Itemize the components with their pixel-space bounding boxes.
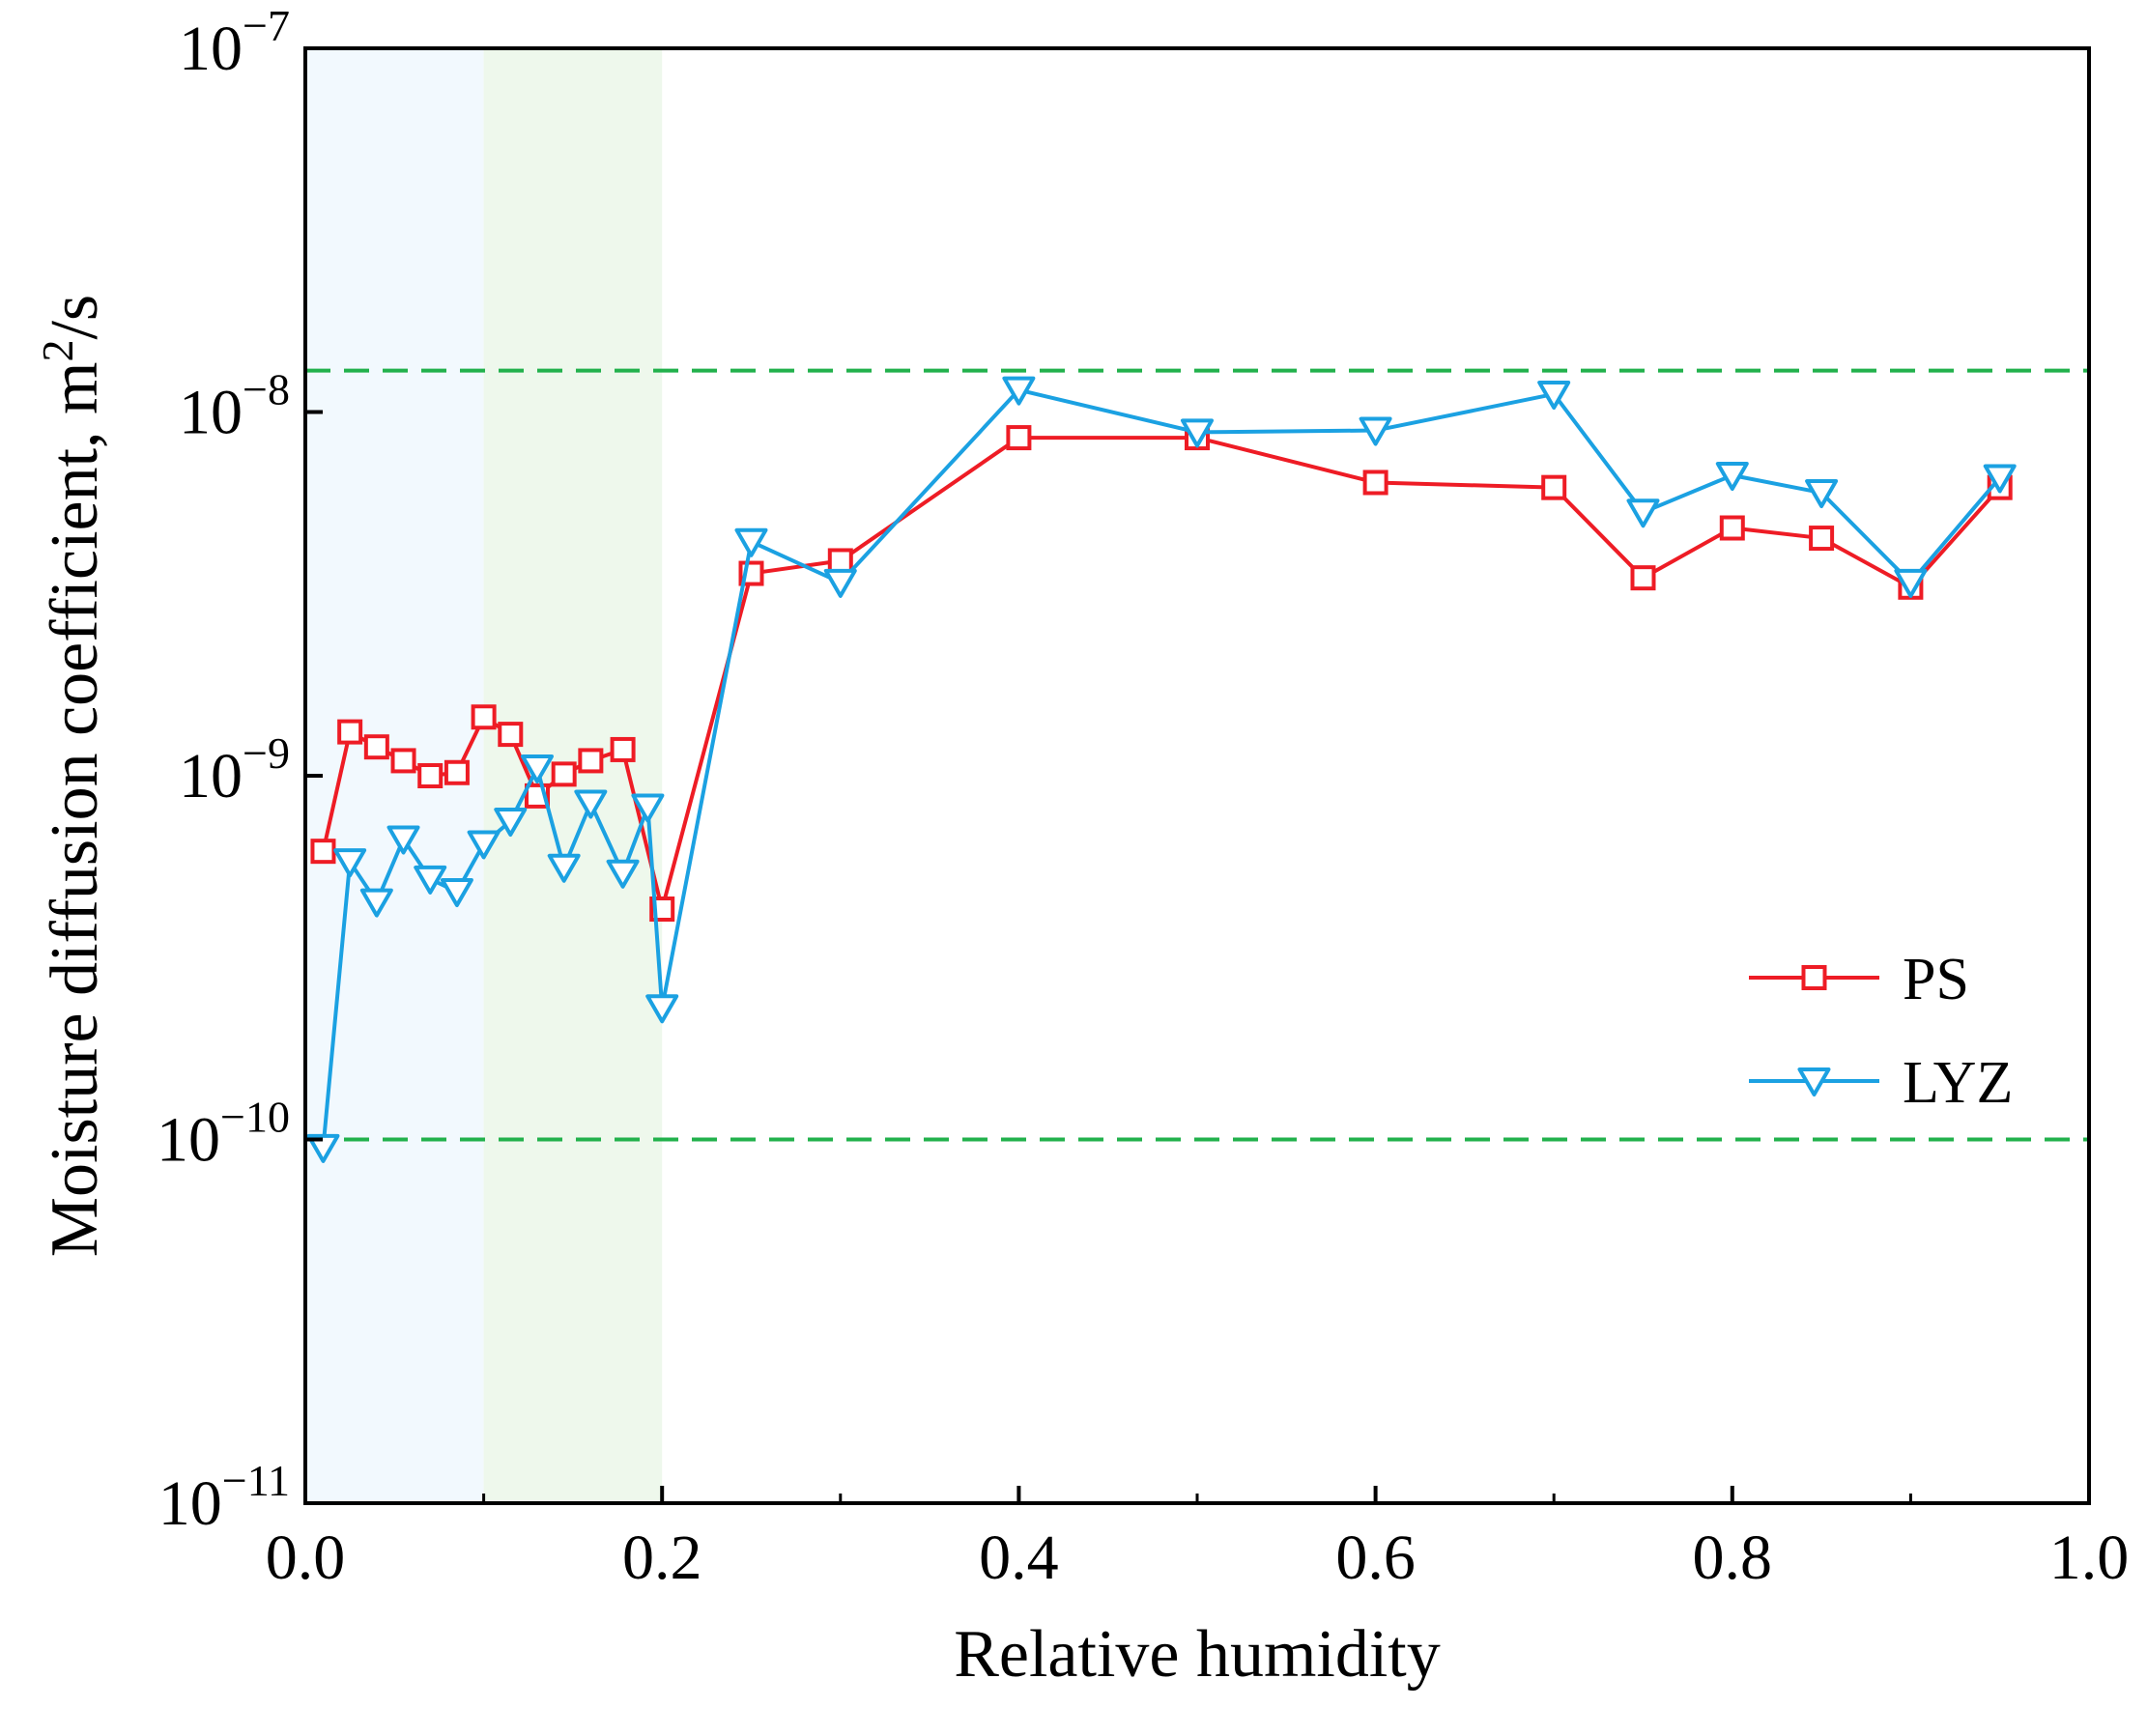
series-layer — [306, 376, 2017, 1163]
data-point-ps — [417, 763, 444, 788]
shaded-regions — [305, 48, 663, 1503]
y-axis-title-main: Moisture diffusion coefficient, m — [38, 362, 112, 1258]
data-point-ps — [1630, 565, 1656, 591]
y-axis-title-tail: /s — [38, 295, 112, 340]
data-point-lyz — [1537, 380, 1571, 410]
data-point-ps — [471, 704, 497, 730]
y-tick-label: 10−10 — [157, 1093, 290, 1176]
data-point-lyz — [1002, 376, 1036, 406]
data-point-lyz — [1805, 479, 1839, 509]
data-point-ps — [1362, 470, 1388, 496]
data-point-ps — [827, 548, 853, 574]
reference-lines — [305, 368, 2089, 1142]
data-point-lyz — [333, 848, 367, 878]
data-point-lyz — [823, 568, 857, 598]
data-point-ps — [363, 734, 389, 760]
data-point-ps — [1809, 526, 1835, 552]
data-point-lyz — [520, 754, 554, 784]
data-point-ps — [578, 748, 604, 774]
data-point-lyz — [547, 853, 581, 883]
y-axis-title: Moisture diffusion coefficient, m2/s — [33, 295, 113, 1257]
y-tick-label: 10−11 — [158, 1456, 290, 1539]
x-tick-label: 0.0 — [266, 1523, 346, 1593]
y-tick-label: 10−8 — [179, 365, 290, 448]
data-point-lyz — [1359, 416, 1392, 446]
x-tick-label: 0.6 — [1335, 1523, 1416, 1593]
data-point-lyz — [631, 793, 665, 823]
data-point-lyz — [494, 808, 528, 838]
data-point-ps — [498, 722, 524, 748]
data-point-lyz — [734, 527, 768, 557]
series-lyz — [306, 376, 2017, 1163]
legend-marker-lyz — [1797, 1067, 1831, 1096]
data-point-lyz — [467, 830, 501, 860]
data-point-ps — [551, 761, 577, 787]
x-tick-label: 0.4 — [979, 1523, 1059, 1593]
x-tick-label: 1.0 — [2049, 1523, 2130, 1593]
axis-ticks: 0.0 0.2 0.4 0.6 0.8 1.0 10−7 10−8 10−9 10−10 10−11 — [157, 1, 2129, 1593]
data-point-lyz — [645, 994, 679, 1024]
data-point-lyz — [386, 825, 420, 855]
legend-entry-ps: PS — [1749, 947, 1969, 1012]
data-point-lyz — [440, 878, 473, 908]
data-point-ps — [390, 748, 416, 774]
data-point-lyz — [1626, 498, 1660, 528]
data-point-lyz — [574, 789, 608, 819]
data-point-ps — [1541, 474, 1567, 500]
data-point-lyz — [1894, 568, 1928, 598]
data-point-lyz — [414, 865, 447, 895]
data-point-ps — [1006, 425, 1032, 451]
data-point-lyz — [606, 859, 640, 889]
data-point-ps — [337, 719, 363, 745]
data-point-ps — [444, 759, 470, 785]
legend-entry-lyz: LYZ — [1749, 1050, 2013, 1116]
data-point-lyz — [359, 888, 393, 918]
y-axis-title-sup: 2 — [33, 340, 82, 362]
data-point-ps — [310, 839, 336, 865]
legend-marker-ps — [1801, 965, 1827, 990]
y-tick-label: 10−7 — [179, 1, 290, 84]
data-point-ps — [1719, 515, 1745, 541]
legend: PS LYZ — [1749, 947, 2013, 1116]
data-point-ps — [610, 736, 636, 762]
x-axis-title: Relative humidity — [954, 1617, 1441, 1692]
legend-label-ps: PS — [1903, 947, 1969, 1012]
data-point-lyz — [1181, 418, 1214, 448]
legend-label-lyz: LYZ — [1903, 1050, 2013, 1116]
data-point-lyz — [306, 1133, 340, 1163]
data-point-lyz — [1715, 461, 1749, 491]
y-tick-label: 10−9 — [179, 728, 290, 811]
x-tick-label: 0.2 — [622, 1523, 702, 1593]
x-tick-label: 0.8 — [1693, 1523, 1773, 1593]
data-point-lyz — [1983, 464, 2017, 494]
